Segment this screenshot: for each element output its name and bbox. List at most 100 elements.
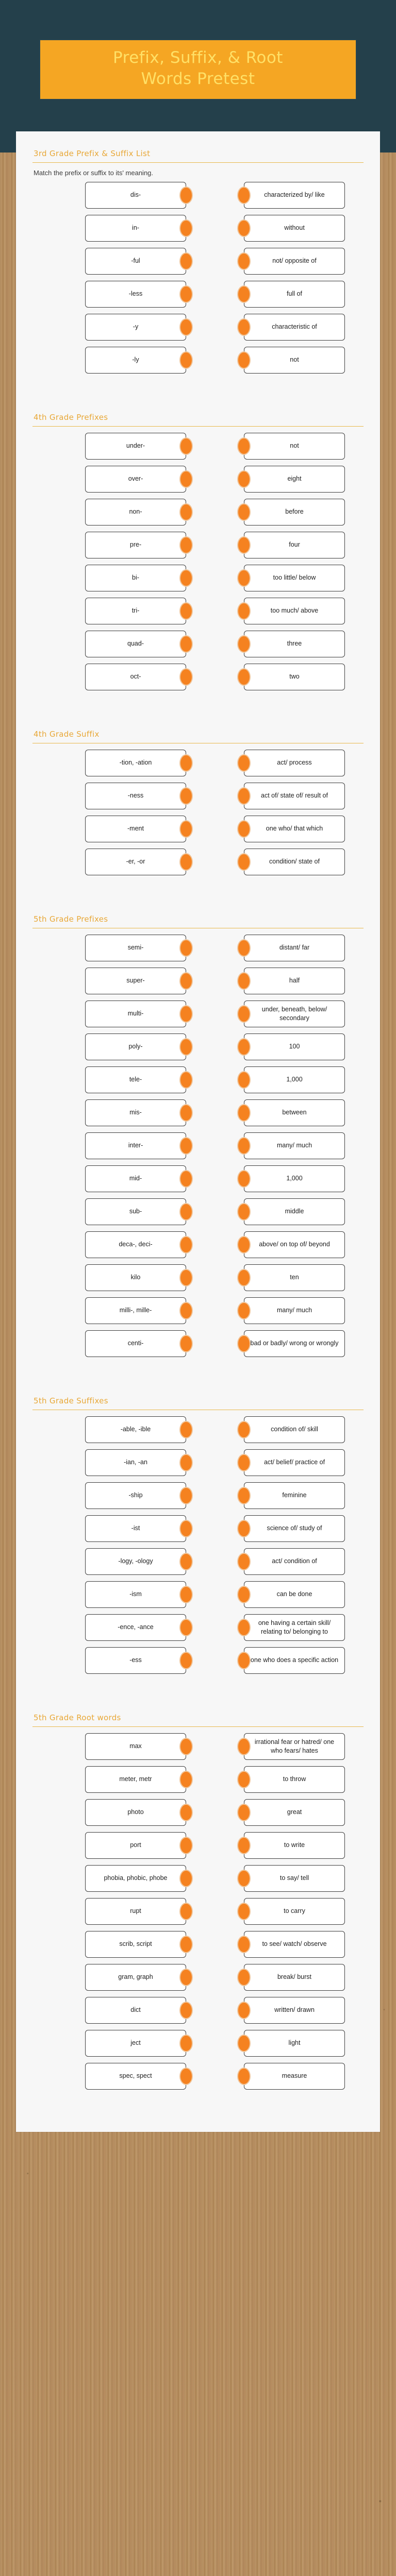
connector-dot-left[interactable]	[179, 1869, 193, 1887]
connector-dot-left[interactable]	[179, 219, 193, 237]
meaning-card[interactable]: half	[244, 967, 345, 994]
meaning-card[interactable]: under, beneath, below/ secondary	[244, 1000, 345, 1027]
meaning-card[interactable]: before	[244, 498, 345, 526]
meaning-card[interactable]: light	[244, 2029, 345, 2057]
term-card[interactable]: -ence, -ance	[85, 1614, 186, 1641]
meaning-card[interactable]: 1,000	[244, 1066, 345, 1093]
connector-dot-right[interactable]	[237, 1301, 251, 1319]
connector-dot-right[interactable]	[237, 1137, 251, 1155]
term-card[interactable]: super-	[85, 967, 186, 994]
connector-dot-right[interactable]	[237, 1104, 251, 1122]
connector-dot-right[interactable]	[237, 252, 251, 270]
connector-dot-left[interactable]	[179, 754, 193, 772]
connector-dot-left[interactable]	[179, 1935, 193, 1953]
meaning-card[interactable]: one who/ that which	[244, 815, 345, 842]
connector-dot-left[interactable]	[179, 252, 193, 270]
meaning-card[interactable]: to write	[244, 1832, 345, 1859]
connector-dot-right[interactable]	[237, 1968, 251, 1986]
connector-dot-left[interactable]	[179, 285, 193, 303]
term-card[interactable]: over-	[85, 465, 186, 493]
term-card[interactable]: mis-	[85, 1099, 186, 1126]
meaning-card[interactable]: full of	[244, 280, 345, 308]
meaning-card[interactable]: condition of/ skill	[244, 1416, 345, 1443]
meaning-card[interactable]: break/ burst	[244, 1963, 345, 1991]
term-card[interactable]: -able, -ible	[85, 1416, 186, 1443]
term-card[interactable]: -ship	[85, 1482, 186, 1509]
connector-dot-left[interactable]	[179, 1552, 193, 1570]
connector-dot-right[interactable]	[237, 1803, 251, 1821]
connector-dot-right[interactable]	[237, 437, 251, 455]
meaning-card[interactable]: characteristic of	[244, 313, 345, 341]
connector-dot-right[interactable]	[237, 1170, 251, 1188]
term-card[interactable]: -ment	[85, 815, 186, 842]
connector-dot-left[interactable]	[179, 939, 193, 957]
connector-dot-left[interactable]	[179, 351, 193, 369]
connector-dot-left[interactable]	[179, 668, 193, 686]
term-card[interactable]: poly-	[85, 1033, 186, 1060]
connector-dot-left[interactable]	[179, 1071, 193, 1089]
connector-dot-left[interactable]	[179, 1770, 193, 1788]
term-card[interactable]: inter-	[85, 1132, 186, 1159]
meaning-card[interactable]: four	[244, 531, 345, 558]
term-card[interactable]: photo	[85, 1799, 186, 1826]
connector-dot-right[interactable]	[237, 1486, 251, 1504]
connector-dot-left[interactable]	[179, 602, 193, 620]
connector-dot-left[interactable]	[179, 1202, 193, 1221]
term-card[interactable]: quad-	[85, 630, 186, 657]
connector-dot-right[interactable]	[237, 1071, 251, 1089]
term-card[interactable]: gram, graph	[85, 1963, 186, 1991]
meaning-card[interactable]: too much/ above	[244, 597, 345, 624]
meaning-card[interactable]: act/ condition of	[244, 1548, 345, 1575]
connector-dot-left[interactable]	[179, 2067, 193, 2085]
meaning-card[interactable]: condition/ state of	[244, 848, 345, 875]
term-card[interactable]: -ly	[85, 346, 186, 374]
term-card[interactable]: deca-, deci-	[85, 1231, 186, 1258]
connector-dot-right[interactable]	[237, 536, 251, 554]
meaning-card[interactable]: characterized by/ like	[244, 181, 345, 209]
term-card[interactable]: dict	[85, 1996, 186, 2024]
term-card[interactable]: tri-	[85, 597, 186, 624]
term-card[interactable]: -logy, -ology	[85, 1548, 186, 1575]
term-card[interactable]: in-	[85, 214, 186, 242]
connector-dot-right[interactable]	[237, 1202, 251, 1221]
connector-dot-right[interactable]	[237, 285, 251, 303]
connector-dot-right[interactable]	[237, 1770, 251, 1788]
term-card[interactable]: bi-	[85, 564, 186, 591]
term-card[interactable]: -er, -or	[85, 848, 186, 875]
meaning-card[interactable]: one who does a specific action	[244, 1647, 345, 1674]
meaning-card[interactable]: one having a certain skill/ relating to/…	[244, 1614, 345, 1641]
connector-dot-right[interactable]	[237, 668, 251, 686]
connector-dot-right[interactable]	[237, 853, 251, 871]
connector-dot-left[interactable]	[179, 787, 193, 805]
connector-dot-right[interactable]	[237, 1235, 251, 1253]
meaning-card[interactable]: many/ much	[244, 1132, 345, 1159]
connector-dot-left[interactable]	[179, 1005, 193, 1023]
connector-dot-right[interactable]	[237, 972, 251, 990]
connector-dot-left[interactable]	[179, 1902, 193, 1920]
term-card[interactable]: ject	[85, 2029, 186, 2057]
connector-dot-left[interactable]	[179, 1836, 193, 1854]
meaning-card[interactable]: act of/ state of/ result of	[244, 782, 345, 809]
meaning-card[interactable]: can be done	[244, 1581, 345, 1608]
connector-dot-right[interactable]	[237, 1334, 251, 1352]
connector-dot-right[interactable]	[237, 939, 251, 957]
term-card[interactable]: port	[85, 1832, 186, 1859]
meaning-card[interactable]: to throw	[244, 1766, 345, 1793]
meaning-card[interactable]: feminine	[244, 1482, 345, 1509]
term-card[interactable]: -y	[85, 313, 186, 341]
connector-dot-right[interactable]	[237, 470, 251, 488]
meaning-card[interactable]: act/ process	[244, 749, 345, 776]
connector-dot-left[interactable]	[179, 536, 193, 554]
term-card[interactable]: -tion, -ation	[85, 749, 186, 776]
connector-dot-right[interactable]	[237, 2001, 251, 2019]
meaning-card[interactable]: without	[244, 214, 345, 242]
connector-dot-left[interactable]	[179, 318, 193, 336]
meaning-card[interactable]: above/ on top of/ beyond	[244, 1231, 345, 1258]
term-card[interactable]: -ness	[85, 782, 186, 809]
term-card[interactable]: multi-	[85, 1000, 186, 1027]
meaning-card[interactable]: to say/ tell	[244, 1865, 345, 1892]
connector-dot-right[interactable]	[237, 219, 251, 237]
term-card[interactable]: scrib, script	[85, 1930, 186, 1958]
term-card[interactable]: meter, metr	[85, 1766, 186, 1793]
term-card[interactable]: -ist	[85, 1515, 186, 1542]
